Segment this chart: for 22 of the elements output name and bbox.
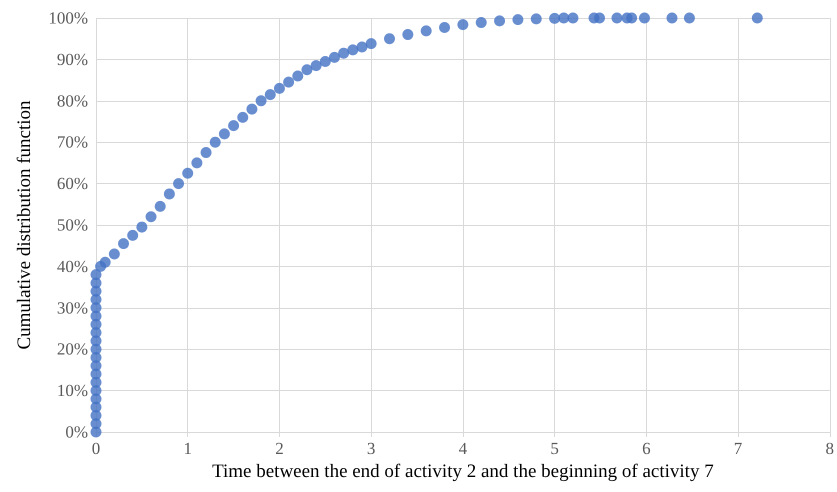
x-tick-label: 4 <box>458 439 468 458</box>
y-tick-label: 10% <box>56 381 88 400</box>
y-tick-label: 80% <box>56 91 88 110</box>
x-tick-label: 1 <box>183 439 192 458</box>
x-tick-label: 2 <box>275 439 284 458</box>
y-tick-label: 20% <box>56 340 88 359</box>
y-tick-label: 60% <box>56 174 88 194</box>
y-tick-label: 0% <box>65 422 88 442</box>
y-tick-label: 70% <box>56 132 88 152</box>
x-axis-title: Time between the end of activity 2 and the beginning of activity 7 <box>212 460 714 482</box>
x-tick-label: 8 <box>826 439 834 458</box>
x-tick-label: 3 <box>366 439 376 458</box>
y-tick-label: 30% <box>56 298 88 318</box>
x-tick-label: 0 <box>92 439 100 458</box>
x-tick-label: 5 <box>550 439 559 458</box>
y-tick-label: 50% <box>56 216 88 234</box>
x-tick-label: 7 <box>734 439 743 458</box>
y-tick-label: 40% <box>56 256 88 276</box>
x-tick-label: 6 <box>642 439 651 458</box>
y-tick-label: 100% <box>48 8 88 28</box>
y-axis-title: Cumulative distribution function <box>14 100 35 350</box>
y-tick-label: 90% <box>56 50 88 69</box>
